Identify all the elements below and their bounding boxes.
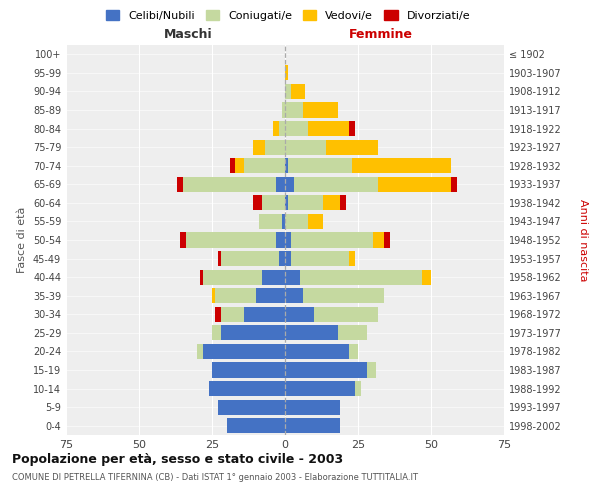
Bar [384, 232, 390, 248]
Bar [285, 176, 294, 192]
Bar [285, 325, 338, 340]
Bar [285, 232, 291, 248]
Bar [282, 102, 285, 118]
Bar [180, 232, 186, 248]
Bar [285, 214, 308, 229]
Y-axis label: Fasce di età: Fasce di età [17, 207, 27, 273]
Bar [262, 270, 285, 285]
Bar [186, 232, 276, 248]
Bar [259, 214, 282, 229]
Bar [302, 288, 384, 304]
Text: Femmine: Femmine [349, 28, 413, 41]
Bar [285, 306, 314, 322]
Bar [285, 158, 288, 174]
Bar [291, 232, 373, 248]
Bar [349, 121, 355, 136]
Text: COMUNE DI PETRELLA TIFERNINA (CB) - Dati ISTAT 1° gennaio 2003 - Elaborazione TU: COMUNE DI PETRELLA TIFERNINA (CB) - Dati… [12, 472, 418, 482]
Bar [299, 270, 422, 285]
Bar [291, 251, 349, 266]
Bar [285, 102, 302, 118]
Bar [285, 270, 299, 285]
Bar [285, 381, 355, 396]
Text: Maschi: Maschi [164, 28, 213, 41]
Bar [367, 362, 376, 378]
Bar [230, 158, 235, 174]
Bar [282, 214, 285, 229]
Bar [308, 121, 349, 136]
Bar [177, 176, 183, 192]
Bar [218, 251, 221, 266]
Bar [323, 195, 340, 210]
Bar [212, 288, 215, 304]
Bar [221, 251, 279, 266]
Bar [349, 344, 358, 359]
Bar [279, 251, 285, 266]
Bar [244, 158, 285, 174]
Bar [285, 84, 291, 99]
Bar [276, 176, 285, 192]
Bar [265, 140, 285, 155]
Y-axis label: Anni di nascita: Anni di nascita [578, 198, 589, 281]
Bar [352, 158, 451, 174]
Bar [209, 381, 285, 396]
Bar [373, 232, 384, 248]
Bar [227, 418, 285, 434]
Bar [285, 121, 308, 136]
Bar [285, 195, 288, 210]
Bar [314, 306, 379, 322]
Bar [253, 140, 265, 155]
Bar [294, 176, 379, 192]
Bar [218, 400, 285, 415]
Bar [244, 306, 285, 322]
Text: Popolazione per età, sesso e stato civile - 2003: Popolazione per età, sesso e stato civil… [12, 452, 343, 466]
Bar [379, 176, 451, 192]
Bar [221, 325, 285, 340]
Bar [308, 214, 323, 229]
Bar [326, 140, 379, 155]
Bar [197, 344, 203, 359]
Bar [291, 84, 305, 99]
Bar [285, 344, 349, 359]
Bar [349, 251, 355, 266]
Bar [253, 195, 262, 210]
Bar [285, 65, 288, 80]
Bar [338, 325, 367, 340]
Bar [203, 270, 262, 285]
Bar [302, 102, 338, 118]
Bar [200, 270, 203, 285]
Bar [285, 400, 340, 415]
Bar [288, 158, 352, 174]
Bar [285, 140, 326, 155]
Bar [355, 381, 361, 396]
Bar [285, 362, 367, 378]
Bar [274, 121, 279, 136]
Bar [235, 158, 244, 174]
Bar [256, 288, 285, 304]
Bar [215, 288, 256, 304]
Bar [221, 306, 244, 322]
Bar [340, 195, 346, 210]
Bar [285, 288, 302, 304]
Bar [215, 306, 221, 322]
Legend: Celibi/Nubili, Coniugati/e, Vedovi/e, Divorziati/e: Celibi/Nubili, Coniugati/e, Vedovi/e, Di… [101, 6, 475, 25]
Bar [285, 418, 340, 434]
Bar [203, 344, 285, 359]
Bar [451, 176, 457, 192]
Bar [183, 176, 276, 192]
Bar [212, 362, 285, 378]
Bar [262, 195, 285, 210]
Bar [212, 325, 221, 340]
Bar [279, 121, 285, 136]
Bar [288, 195, 323, 210]
Bar [276, 232, 285, 248]
Bar [285, 251, 291, 266]
Bar [422, 270, 431, 285]
